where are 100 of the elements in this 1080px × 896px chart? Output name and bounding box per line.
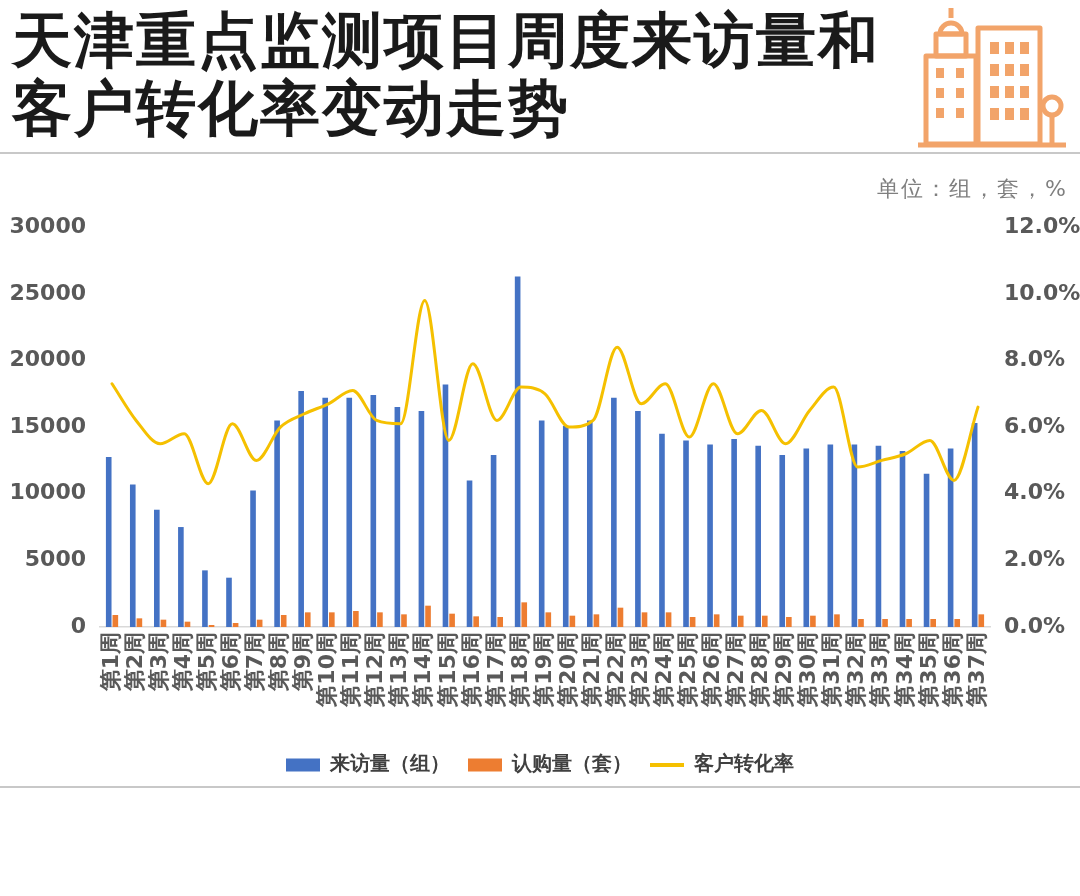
x-tick-label: 第7周 (242, 632, 268, 693)
bar (449, 613, 455, 627)
bar (105, 457, 112, 627)
bar (497, 617, 504, 627)
bar (755, 445, 761, 627)
x-tick-label: 第20周 (554, 632, 580, 708)
bar (154, 509, 160, 627)
x-tick-label: 第22周 (602, 632, 628, 708)
x-tick-label: 第15周 (434, 632, 460, 708)
bar (329, 612, 335, 627)
bar (545, 612, 552, 627)
bar (786, 617, 792, 627)
legend-label: 客户转化率 (693, 751, 794, 776)
x-tick-label: 第13周 (386, 632, 412, 708)
bar (521, 602, 528, 627)
bar (954, 619, 961, 627)
x-tick-label: 第31周 (819, 632, 845, 708)
bar (250, 490, 256, 627)
y2-tick-label: 2.0% (1004, 546, 1066, 572)
x-tick-label: 第16周 (458, 632, 484, 708)
bar (611, 397, 617, 627)
bar (737, 615, 744, 627)
bar (858, 619, 864, 627)
bar (226, 577, 232, 627)
x-tick-label: 第19周 (530, 632, 556, 708)
x-tick-label: 第25周 (675, 632, 701, 708)
bar (129, 484, 136, 627)
bar (280, 615, 287, 627)
bar (178, 527, 184, 627)
x-tick-label: 第6周 (218, 632, 244, 693)
x-tick-label: 第27周 (723, 632, 749, 708)
bar (779, 455, 786, 627)
chart-title: 天津重点监测项目周度来访量和客户转化率变动走势 (12, 5, 881, 143)
bar (377, 612, 383, 627)
bar (978, 614, 985, 627)
x-tick-label: 第28周 (747, 632, 773, 708)
bar (346, 397, 353, 627)
y-tick-label: 20000 (9, 346, 86, 372)
bar (538, 420, 545, 627)
bar (659, 433, 665, 627)
x-tick-label: 第5周 (193, 632, 219, 693)
y2-tick-label: 8.0% (1004, 346, 1066, 372)
bar (304, 612, 311, 627)
bar (298, 391, 304, 627)
bar (322, 397, 329, 627)
bar (882, 619, 888, 627)
bar (473, 616, 479, 627)
x-tick-label: 第9周 (290, 632, 316, 693)
x-tick-label: 第11周 (338, 632, 364, 708)
x-tick-label: 第3周 (145, 632, 171, 693)
bar (665, 612, 672, 627)
bar (274, 420, 280, 627)
bar (834, 614, 840, 627)
bar (731, 439, 737, 627)
bar (586, 420, 593, 627)
bar (810, 615, 816, 627)
x-tick-label: 第1周 (97, 632, 123, 693)
y2-tick-label: 6.0% (1004, 412, 1066, 438)
y-tick-label: 10000 (9, 479, 86, 505)
x-tick-label: 第12周 (362, 632, 388, 708)
x-tick-label: 第24周 (650, 632, 676, 708)
x-tick-label: 第17周 (482, 632, 508, 708)
bar (635, 411, 641, 627)
x-tick-label: 第18周 (506, 632, 532, 708)
x-tick-label: 第14周 (410, 632, 436, 708)
bar (906, 619, 912, 627)
y2-tick-label: 0.0% (1004, 612, 1066, 638)
bar (425, 605, 431, 627)
x-tick-label: 第2周 (121, 632, 147, 693)
y-tick-label: 25000 (9, 279, 86, 305)
x-tick-label: 第30周 (795, 632, 821, 708)
legend-label: 来访量（组） (329, 751, 450, 776)
x-tick-label: 第29周 (771, 632, 797, 708)
x-tick-label: 第23周 (626, 632, 652, 708)
x-tick-label: 第32周 (843, 632, 869, 708)
bar (593, 614, 600, 627)
x-tick-label: 第26周 (699, 632, 725, 708)
bar (401, 614, 407, 627)
line-series (110, 299, 980, 486)
bar (803, 448, 810, 627)
x-tick-label: 第4周 (169, 632, 195, 693)
y-tick-label: 0 (70, 612, 86, 638)
x-tick-label: 第10周 (314, 632, 340, 708)
bar (112, 615, 119, 627)
x-tick-label: 第34周 (891, 632, 917, 708)
bar (713, 614, 720, 627)
y-tick-label: 15000 (9, 412, 86, 438)
bar (707, 444, 713, 627)
x-tick-label: 第21周 (578, 632, 604, 708)
x-tick-label: 第37周 (963, 632, 989, 708)
y-tick-label: 30000 (9, 212, 86, 238)
bar (353, 611, 359, 627)
legend-label: 认购量（套） (511, 751, 632, 776)
y2-tick-label: 4.0% (1004, 479, 1066, 505)
x-tick-label: 第36周 (939, 632, 965, 708)
x-tick-label: 第35周 (915, 632, 941, 708)
x-tick-label: 第33周 (867, 632, 893, 708)
bar (202, 570, 208, 627)
text: 单位：组，套，% (877, 175, 1068, 203)
bar (562, 425, 569, 627)
